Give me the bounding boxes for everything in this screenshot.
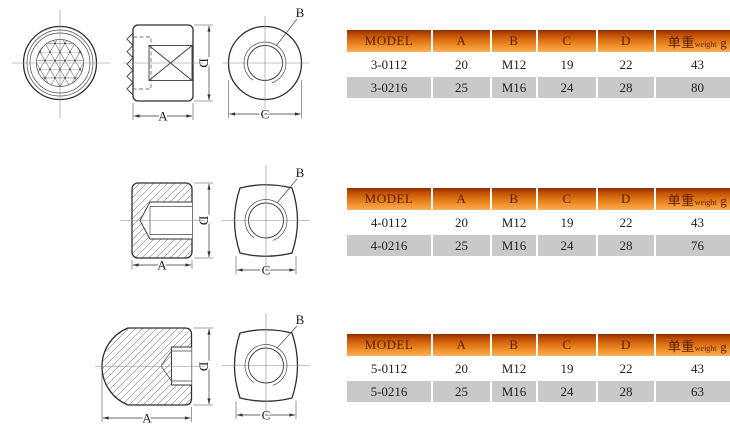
cell-b: M12 [501,360,527,376]
col-header-d: D [598,30,654,52]
section-view-ball-cap: D A [101,327,213,427]
spec-table-3: MODEL A B C D 单重weight g 5-0112 20 M12 1… [345,332,730,404]
centerlines [120,165,310,270]
cell-a: 25 [433,77,490,98]
drawing-row-2: D A B C [120,165,310,279]
cell-b: M16 [492,381,536,402]
centerlines [12,10,309,118]
cell-c: 19 [560,360,574,376]
col-header-model: MODEL [347,30,431,52]
cell-a: 25 [433,235,490,256]
col-header-d: D [598,188,654,210]
col-header-c: C [538,30,596,52]
cell-b: M12 [501,56,527,72]
cell-c: 24 [538,235,596,256]
cell-d: 28 [598,381,654,402]
table-header-row: MODEL A B C D 单重weight g [347,334,730,356]
spec-table-2: MODEL A B C D 单重weight g 4-0112 20 M12 1… [345,186,730,258]
table-header-row: MODEL A B C D 单重weight g [347,188,730,210]
cell-model: 5-0112 [370,360,408,376]
cell-weight: 80 [656,77,730,98]
cell-weight: 43 [691,214,704,230]
col-header-model: MODEL [347,188,431,210]
end-view-threaded-hole: B C [233,312,305,424]
col-header-weight: 单重weight g [656,334,730,356]
col-header-weight: 单重weight g [656,30,730,52]
cell-d: 22 [619,214,633,230]
cell-c: 24 [538,77,596,98]
cell-d: 22 [619,56,633,72]
col-header-weight: 单重weight g [656,188,730,210]
cell-weight: 63 [656,381,730,402]
cell-a: 20 [455,214,468,230]
cell-c: 19 [560,56,574,72]
table-row: 4-0216 25 M16 24 28 76 [347,235,730,256]
col-header-b: B [492,188,536,210]
col-header-c: C [538,334,596,356]
dim-label-c: C [261,107,270,122]
table-header-row: MODEL A B C D 单重weight g [347,30,730,52]
table-row: 4-0112 20 M12 19 22 43 [347,212,730,233]
cell-c: 19 [560,214,574,230]
cell-model: 3-0216 [347,77,431,98]
cell-a: 20 [455,360,468,376]
col-header-a: A [433,334,490,356]
table-row: 3-0216 25 M16 24 28 80 [347,77,730,98]
cell-model: 5-0216 [347,381,431,402]
table-row: 5-0216 25 M16 24 28 63 [347,381,730,402]
cell-model: 3-0112 [370,56,408,72]
cell-weight: 43 [691,360,704,376]
cell-model: 4-0112 [370,214,408,230]
col-header-d: D [598,334,654,356]
col-header-model: MODEL [347,334,431,356]
side-view-knurled-cap: D A [126,24,213,125]
dim-label-c: C [262,408,271,423]
dim-label-b: B [296,165,305,180]
col-header-b: B [492,334,536,356]
table-row: 3-0112 20 M12 19 22 43 [347,54,730,75]
dim-label-b: B [296,5,305,20]
spec-table-1: MODEL A B C D 单重weight g 3-0112 20 M12 1… [345,28,730,100]
dim-label-c: C [262,263,271,278]
table-row: 5-0112 20 M12 19 22 43 [347,358,730,379]
cell-a: 25 [433,381,490,402]
cell-weight: 43 [691,56,704,72]
end-view-threaded-hole: B C [233,165,305,279]
cell-d: 28 [598,235,654,256]
cell-b: M12 [501,214,527,230]
cell-d: 22 [619,360,633,376]
col-header-c: C [538,188,596,210]
drawing-row-3: D A B C [95,312,310,427]
dim-label-a: A [157,258,167,273]
drawing-row-1: D A B C [12,5,309,125]
col-header-b: B [492,30,536,52]
dim-label-a: A [158,109,168,124]
centerlines [95,313,310,413]
cell-model: 4-0216 [347,235,431,256]
col-header-a: A [433,188,490,210]
cell-b: M16 [492,235,536,256]
cell-b: M16 [492,77,536,98]
cell-c: 24 [538,381,596,402]
cell-a: 20 [455,56,468,72]
col-header-a: A [433,30,490,52]
cell-d: 28 [598,77,654,98]
section-view-flat-cap: D A [131,182,213,274]
dim-label-b: B [296,312,305,327]
cell-weight: 76 [656,235,730,256]
dim-label-a: A [142,411,152,426]
